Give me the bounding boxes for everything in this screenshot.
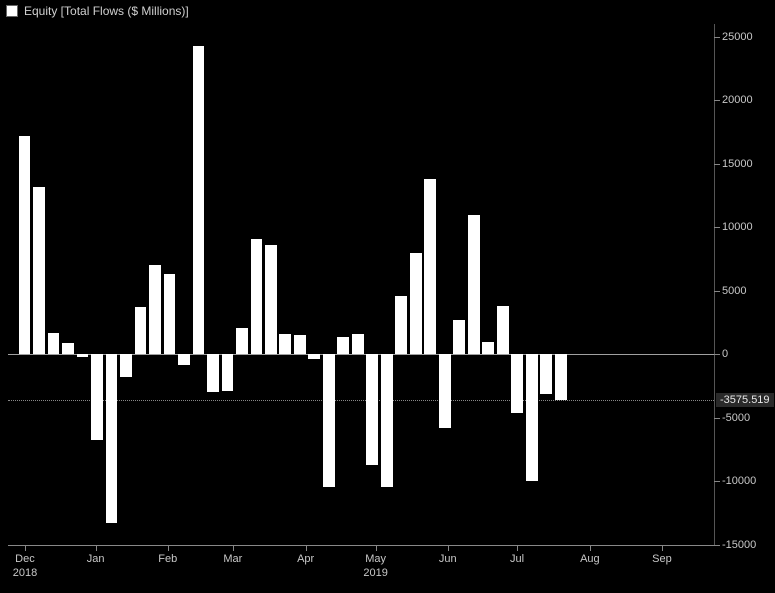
- bar: [222, 354, 234, 391]
- y-tick-label: -15000: [714, 539, 756, 551]
- bar: [279, 334, 291, 354]
- bar: [323, 354, 335, 486]
- x-tick: [590, 545, 591, 551]
- x-tick-label: Jun: [439, 553, 457, 565]
- bar: [366, 354, 378, 465]
- x-tick-label: Dec: [15, 553, 35, 565]
- y-tick-label: -5000: [714, 412, 750, 424]
- bar: [526, 354, 538, 481]
- bar: [482, 342, 494, 355]
- x-tick: [25, 545, 26, 551]
- bar: [540, 354, 552, 393]
- bar: [337, 337, 349, 355]
- bar: [149, 265, 161, 354]
- x-tick: [517, 545, 518, 551]
- bar: [91, 354, 103, 439]
- bar: [352, 334, 364, 354]
- legend-swatch: [6, 5, 18, 17]
- x-tick-label: Jul: [510, 553, 524, 565]
- y-tick-label: -10000: [714, 475, 756, 487]
- bar: [468, 215, 480, 355]
- y-tick-label: 5000: [714, 285, 746, 297]
- bar: [164, 274, 176, 354]
- x-tick: [376, 545, 377, 551]
- x-tick-label: May: [365, 553, 386, 565]
- y-tick-label: 15000: [714, 158, 753, 170]
- bar: [308, 354, 320, 359]
- last-value-tag: -3575.519: [716, 393, 774, 407]
- bar: [48, 333, 60, 355]
- x-tick-label: Apr: [297, 553, 314, 565]
- bar: [381, 354, 393, 486]
- bar: [236, 328, 248, 355]
- bar: [77, 354, 89, 357]
- bar: [439, 354, 451, 428]
- bar: [120, 354, 132, 377]
- x-axis-line: [8, 545, 715, 546]
- y-tick-label: 25000: [714, 31, 753, 43]
- y-tick-label: 10000: [714, 221, 753, 233]
- x-axis: Dec 2018 Jan Feb Mar Apr May 2019 Jun Jul Aug Sep: [8, 545, 715, 593]
- x-year-label: 2018: [13, 567, 37, 579]
- bar: [453, 320, 465, 354]
- y-tick-label: 20000: [714, 94, 753, 106]
- x-tick-label: Sep: [652, 553, 672, 565]
- bar: [251, 239, 263, 355]
- legend: Equity [Total Flows ($ Millions)]: [6, 4, 189, 18]
- bar: [265, 245, 277, 354]
- chart-container: Equity [Total Flows ($ Millions)] -15000…: [0, 0, 775, 593]
- bar: [19, 136, 31, 355]
- x-tick: [662, 545, 663, 551]
- bar: [193, 46, 205, 355]
- bar: [62, 343, 74, 354]
- x-tick: [233, 545, 234, 551]
- bar: [178, 354, 190, 364]
- bar: [294, 335, 306, 354]
- bar: [395, 296, 407, 354]
- bar: [424, 179, 436, 354]
- x-tick: [448, 545, 449, 551]
- bar: [497, 306, 509, 354]
- bar: [410, 253, 422, 355]
- bar: [33, 187, 45, 355]
- x-tick: [96, 545, 97, 551]
- plot-area: -15000-10000-500005000100001500020000250…: [8, 24, 715, 545]
- legend-label: Equity [Total Flows ($ Millions)]: [24, 4, 189, 18]
- bar: [106, 354, 118, 523]
- y-tick-label: 0: [714, 348, 728, 360]
- x-tick-label: Feb: [158, 553, 177, 565]
- bar: [135, 307, 147, 354]
- bar: [555, 354, 567, 399]
- x-tick-label: Jan: [87, 553, 105, 565]
- x-tick-label: Mar: [223, 553, 242, 565]
- bar: [511, 354, 523, 412]
- bar: [207, 354, 219, 392]
- x-tick: [306, 545, 307, 551]
- x-tick: [168, 545, 169, 551]
- x-tick-label: Aug: [580, 553, 600, 565]
- x-year-label: 2019: [363, 567, 387, 579]
